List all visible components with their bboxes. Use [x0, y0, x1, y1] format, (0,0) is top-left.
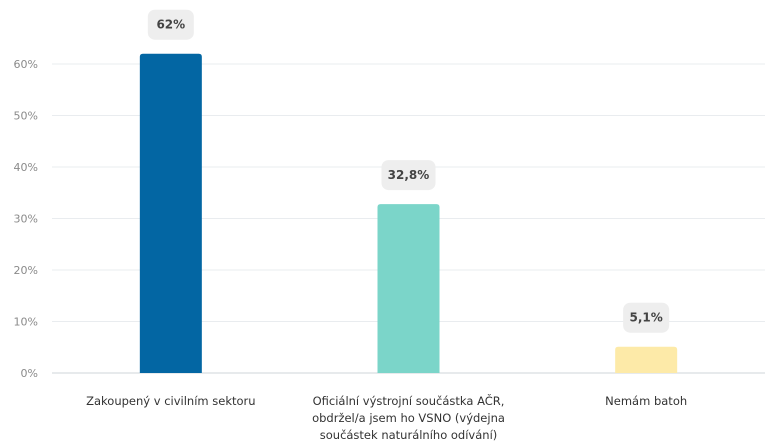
x-category-label: Oficiální výstrojní součástka AČR,: [313, 393, 505, 408]
x-axis: Zakoupený v civilním sektoru Oficiální vý…: [86, 393, 687, 442]
data-label: 62%: [156, 18, 185, 32]
y-tick-label: 0%: [21, 367, 38, 380]
y-tick-label: 40%: [14, 161, 38, 174]
y-tick-label: 20%: [14, 264, 38, 277]
bar[interactable]: [140, 54, 202, 373]
x-category-label: součástek naturálního odívání): [320, 428, 498, 442]
bar[interactable]: [378, 204, 440, 373]
y-tick-label: 10%: [14, 316, 38, 329]
y-tick-label: 50%: [14, 110, 38, 123]
y-tick-label: 30%: [14, 213, 38, 226]
y-tick-label: 60%: [14, 58, 38, 71]
bars: [140, 54, 677, 373]
data-label: 5,1%: [630, 311, 663, 325]
y-axis: 0% 10% 20% 30% 40% 50% 60%: [14, 58, 38, 380]
data-label: 32,8%: [388, 168, 430, 182]
bar[interactable]: [615, 347, 677, 373]
x-category-label: obdržel/a jsem ho VSNO (výdejna: [312, 411, 505, 425]
x-category-label: Nemám batoh: [605, 394, 687, 408]
x-category-label: Zakoupený v civilním sektoru: [86, 394, 255, 408]
